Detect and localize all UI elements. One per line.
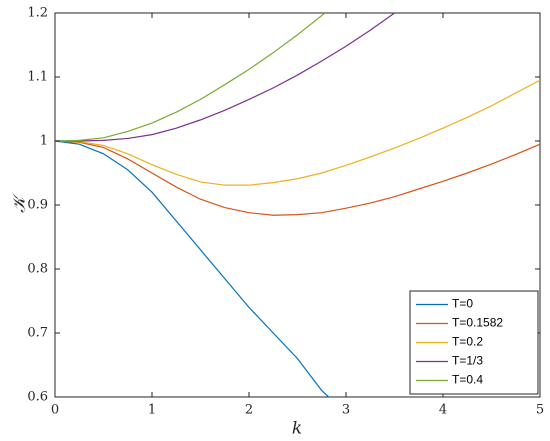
- x-tick-label: 4: [439, 403, 447, 418]
- legend-label: T=0.2: [452, 335, 483, 349]
- lines: [55, 13, 540, 397]
- series-line: [55, 13, 396, 142]
- series-line: [55, 140, 330, 397]
- legend-label: T=0.4: [452, 373, 483, 387]
- y-tick-label: 0.8: [27, 262, 48, 277]
- x-tick-label: 1: [148, 403, 156, 418]
- y-tick-label: 0.6: [27, 390, 48, 405]
- x-tick-label: 5: [536, 403, 544, 418]
- x-tick-label: 3: [342, 403, 350, 418]
- x-axis-label: k: [292, 419, 302, 439]
- y-tick-label: 0.9: [27, 198, 48, 213]
- x-tick-label: 0: [51, 403, 59, 418]
- y-tick-label: 0.7: [27, 326, 48, 341]
- series-line: [55, 13, 326, 142]
- x-tick-label: 2: [245, 403, 253, 418]
- series-line: [55, 79, 540, 186]
- legend-label: T=0: [452, 297, 473, 311]
- y-axis-label: 𝒦: [10, 192, 30, 213]
- y-tick-label: 1.1: [27, 70, 48, 85]
- y-tick-label: 1: [40, 134, 48, 149]
- series-line: [55, 140, 540, 216]
- legend-label: T=0.1582: [452, 316, 503, 330]
- legend-label: T=1/3: [452, 354, 483, 368]
- y-tick-label: 1.2: [27, 6, 48, 21]
